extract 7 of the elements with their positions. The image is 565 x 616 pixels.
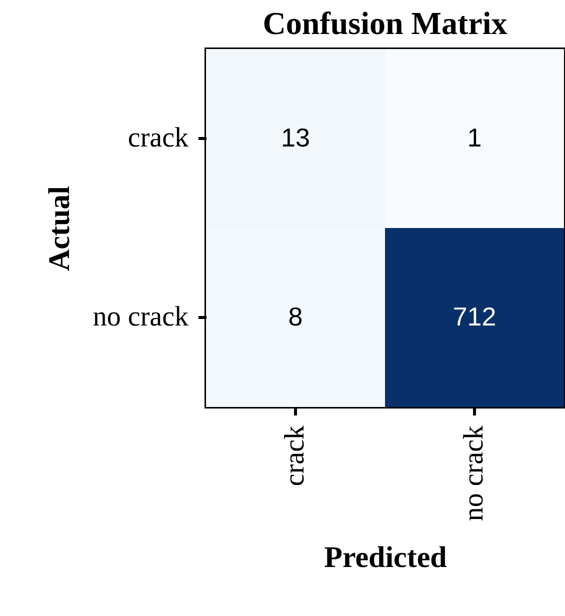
data-label: 1: [467, 122, 482, 152]
chart-title: Confusion Matrix: [262, 5, 508, 41]
data-label: 712: [452, 302, 496, 332]
data-label: 13: [281, 122, 310, 152]
data-label: 8: [288, 302, 303, 332]
y-axis-title: Actual: [42, 186, 76, 271]
x-axis-title: Predicted: [324, 541, 448, 574]
